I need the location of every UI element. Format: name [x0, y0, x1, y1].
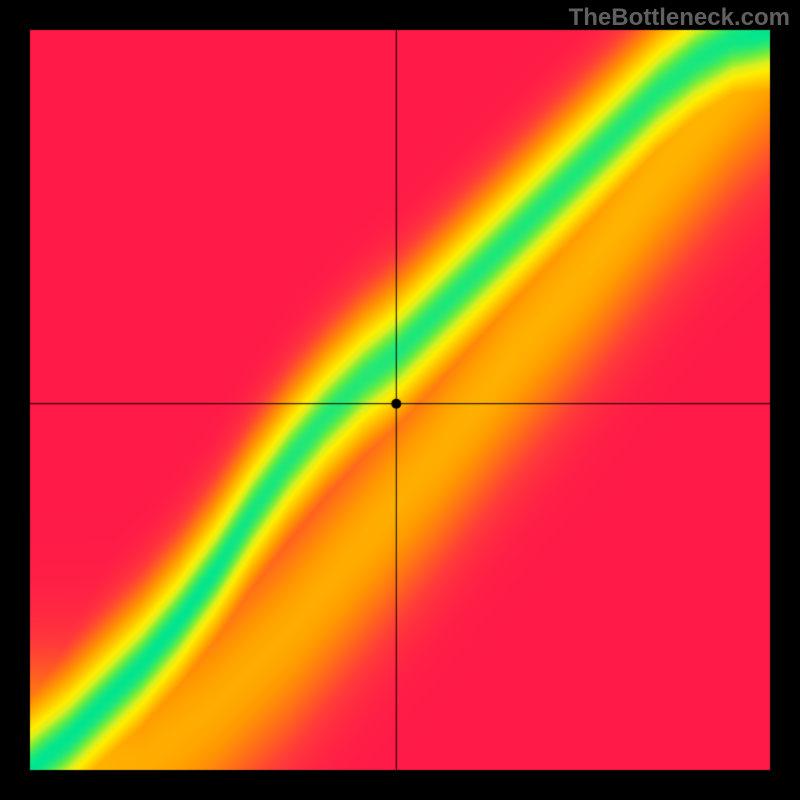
chart-container: TheBottleneck.com — [0, 0, 800, 800]
watermark-text: TheBottleneck.com — [569, 4, 790, 32]
bottleneck-heatmap — [0, 0, 800, 800]
